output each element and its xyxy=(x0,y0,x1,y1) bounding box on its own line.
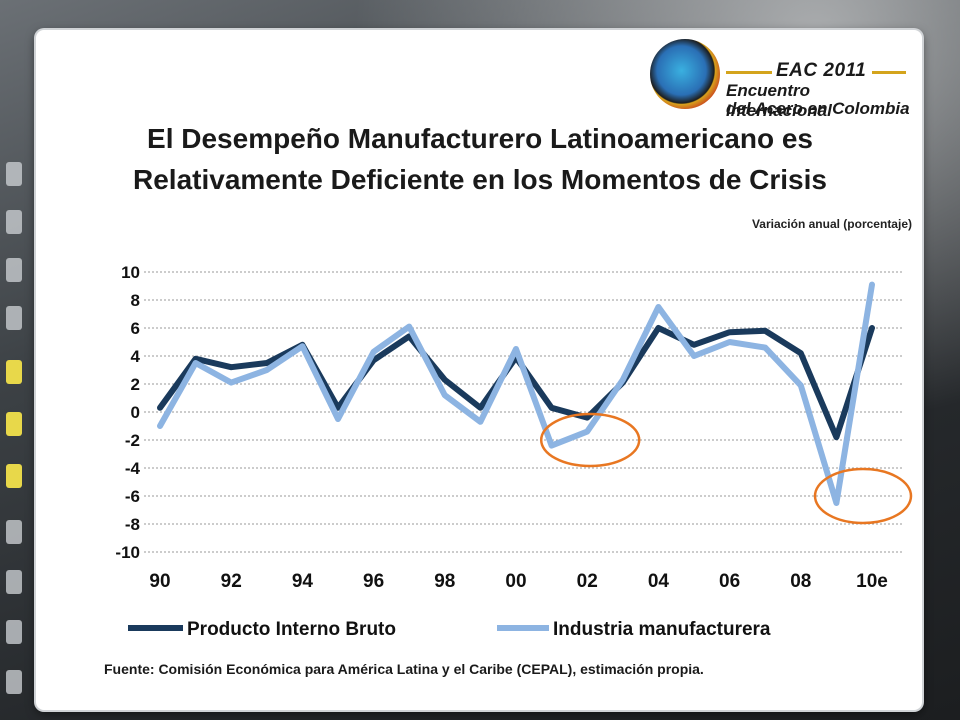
x-tick-label: 90 xyxy=(149,571,170,592)
x-tick-label: 00 xyxy=(505,571,526,592)
y-tick-label: 8 xyxy=(131,291,140,310)
x-tick-label: 10e xyxy=(856,571,888,592)
logo-line-3: del Acero en Colombia xyxy=(726,99,910,118)
chart-panel: 10 8 6 4 2 0 -2 -4 -6 -8 -10 90 92 94 96 98 00 02 04 06 08 10… xyxy=(46,237,915,650)
x-tick-label: 06 xyxy=(719,571,740,592)
legend-label: Producto Interno Bruto xyxy=(187,619,396,640)
x-tick-label: 96 xyxy=(363,571,384,592)
y-tick-label: 4 xyxy=(131,347,141,366)
y-tick-label: -6 xyxy=(125,487,140,506)
title-line-1: El Desempeño Manufacturero Latinoamerica… xyxy=(147,123,813,154)
x-tick-label: 08 xyxy=(790,571,811,592)
title-line-2: Relativamente Deficiente en los Momentos… xyxy=(133,164,827,195)
legend-label: Industria manufacturera xyxy=(553,619,771,640)
y-tick-label: 2 xyxy=(131,375,140,394)
series-line-manufactura xyxy=(157,281,875,506)
film-strip-decoration xyxy=(0,150,40,720)
y-tick-label: -2 xyxy=(125,431,140,450)
x-tick-label: 04 xyxy=(648,571,670,592)
eac-emblem-icon xyxy=(650,39,720,109)
highlight-ellipse xyxy=(813,467,913,525)
slide-title: El Desempeño Manufacturero Latinoamerica… xyxy=(40,118,920,200)
line-chart: 10 8 6 4 2 0 -2 -4 -6 -8 -10 90 92 94 96 98 00 02 04 06 08 10… xyxy=(115,263,913,640)
source-note: Fuente: Comisión Económica para América … xyxy=(104,661,704,677)
series-line-pib xyxy=(157,325,875,441)
y-tick-label: 10 xyxy=(121,263,140,282)
eac-logo: EAC 2011 Encuentro Internacional del Ace… xyxy=(612,13,912,120)
y-tick-label: 6 xyxy=(131,319,140,338)
y-tick-label: -10 xyxy=(115,543,140,562)
y-tick-label: -4 xyxy=(125,459,141,478)
chart-subtitle: Variación anual (porcentaje) xyxy=(751,217,912,231)
y-tick-label: -8 xyxy=(125,515,140,534)
x-tick-label: 98 xyxy=(434,571,455,592)
y-tick-label: 0 xyxy=(131,403,140,422)
x-tick-label: 94 xyxy=(292,571,314,592)
highlight-ellipse xyxy=(539,412,641,468)
logo-year: EAC 2011 xyxy=(776,60,867,81)
logo-line-2: Encuentro Internacional xyxy=(726,81,832,120)
x-tick-label: 92 xyxy=(221,571,242,592)
x-tick-label: 02 xyxy=(577,571,598,592)
